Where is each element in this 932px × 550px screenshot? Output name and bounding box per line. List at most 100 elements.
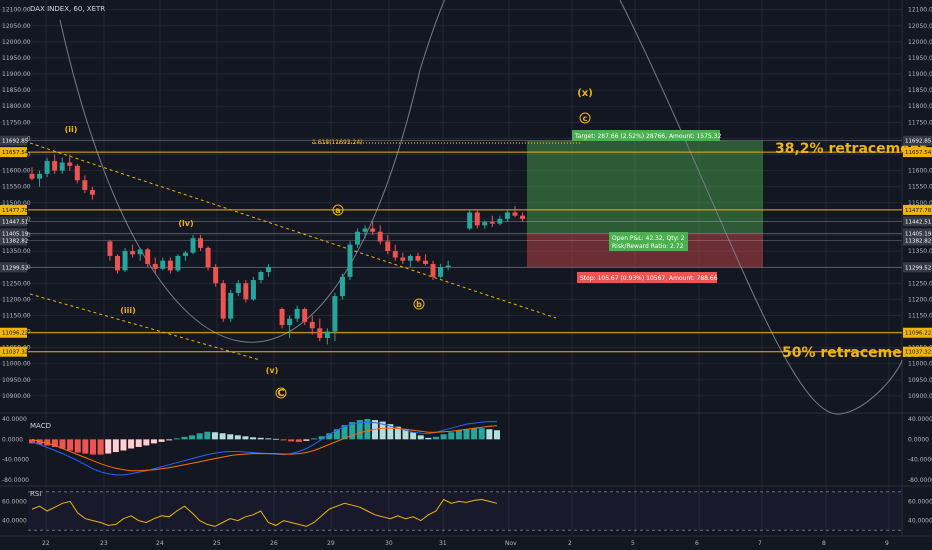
candle-body[interactable] <box>324 331 330 338</box>
candle-body[interactable] <box>392 251 398 258</box>
candle-body[interactable] <box>467 212 473 229</box>
candle-body[interactable] <box>332 296 338 332</box>
macd-histogram-bar <box>486 429 493 440</box>
macd-histogram-bar <box>82 439 89 454</box>
wave-label: a <box>335 206 340 215</box>
macd-histogram-bar <box>120 439 127 451</box>
rsi-tick-left: 60.0000 <box>2 498 27 505</box>
candle-body[interactable] <box>287 318 293 326</box>
time-tick: 5 <box>631 540 635 547</box>
candle-body[interactable] <box>243 283 249 300</box>
right-price-tag: 11405.19 <box>903 228 932 239</box>
candle-body[interactable] <box>415 255 421 261</box>
candle-body[interactable] <box>59 162 65 171</box>
lower-channel-line <box>29 293 261 361</box>
candle-body[interactable] <box>302 309 308 322</box>
candle-body[interactable] <box>198 238 204 248</box>
macd-tick-left: 40.0000 <box>2 416 27 423</box>
candle-body[interactable] <box>167 260 173 271</box>
price-tick: 11950.00 <box>908 55 932 62</box>
candle-body[interactable] <box>52 160 58 171</box>
symbol-label: DAX INDEX, 60, XETR <box>30 5 105 13</box>
svg-text:11037.32: 11037.32 <box>905 350 931 356</box>
candle-body[interactable] <box>423 260 428 264</box>
candle-body[interactable] <box>512 212 518 216</box>
candle-body[interactable] <box>370 228 376 232</box>
candle-body[interactable] <box>258 271 264 281</box>
candle-body[interactable] <box>37 173 43 179</box>
candle-body[interactable] <box>504 212 510 219</box>
candle-body[interactable] <box>82 180 88 190</box>
candle-body[interactable] <box>74 165 80 181</box>
macd-histogram-bar <box>181 436 188 440</box>
left-price-tag: 11405.19 <box>0 228 29 239</box>
candle-body[interactable] <box>145 249 151 264</box>
candle-body[interactable] <box>445 265 451 268</box>
candle-body[interactable] <box>266 267 271 272</box>
candle-body[interactable] <box>213 267 219 284</box>
candle-body[interactable] <box>347 244 353 277</box>
candle-body[interactable] <box>137 249 143 255</box>
candle-body[interactable] <box>309 321 315 329</box>
candle-body[interactable] <box>152 263 158 269</box>
price-tick-left: 11850.00 <box>2 87 31 94</box>
candle-body[interactable] <box>317 328 323 338</box>
candle-body[interactable] <box>44 160 50 174</box>
candle-body[interactable] <box>29 173 35 179</box>
macd-tick: 40.0000 <box>908 416 932 423</box>
candle-body[interactable] <box>250 280 256 300</box>
candle-body[interactable] <box>362 228 368 232</box>
candle-body[interactable] <box>89 189 95 195</box>
price-tick-left: 11900.00 <box>2 71 31 78</box>
candle-body[interactable] <box>385 241 391 252</box>
candle-body[interactable] <box>220 283 226 319</box>
macd-histogram-bar <box>448 432 455 440</box>
candle-body[interactable] <box>228 292 234 319</box>
candle-body[interactable] <box>279 309 285 326</box>
macd-histogram-bar <box>166 439 173 441</box>
candle-body[interactable] <box>400 257 406 261</box>
candle-body[interactable] <box>438 267 444 277</box>
rsi-panel[interactable]: RSI 60.0000 60.0000 40.0000 40.0000 <box>2 490 932 531</box>
left-price-tag: 11447.51 <box>0 216 28 227</box>
candle-body[interactable] <box>294 309 300 319</box>
candle-body[interactable] <box>407 255 413 261</box>
candle-body[interactable] <box>67 162 73 166</box>
macd-panel[interactable]: MACD 40.0000 0.0000 -40.0000 -80.0000 40.000… <box>2 416 932 484</box>
stop-label-box <box>577 272 717 283</box>
candle-body[interactable] <box>130 251 136 255</box>
candle-body[interactable] <box>482 222 488 226</box>
candle-body[interactable] <box>474 212 480 226</box>
rsi-tick: 40.0000 <box>908 518 932 525</box>
candle-body[interactable] <box>175 255 181 271</box>
candle-body[interactable] <box>430 263 436 277</box>
candle-body[interactable] <box>339 276 345 297</box>
candle-body[interactable] <box>190 238 196 253</box>
candle-body[interactable] <box>497 218 503 224</box>
time-axis[interactable]: 22 23 24 25 26 29 30 31 Nov 2 5 6 7 8 9 <box>42 540 889 547</box>
candles[interactable] <box>29 154 526 345</box>
macd-histogram-bar <box>196 433 203 440</box>
candle-body[interactable] <box>205 247 211 268</box>
candle-body[interactable] <box>122 251 128 271</box>
candle-body[interactable] <box>182 252 188 256</box>
candle-body[interactable] <box>489 222 495 224</box>
macd-histogram-bar <box>402 429 409 440</box>
candle-body[interactable] <box>107 241 113 256</box>
macd-histogram-bar <box>112 439 119 453</box>
candle-body[interactable] <box>115 255 120 271</box>
candle-body[interactable] <box>235 283 241 293</box>
price-tick-left: 11950.00 <box>2 55 31 62</box>
retracement-50-label: 50% retracement <box>782 345 919 361</box>
candle-body[interactable] <box>355 231 361 245</box>
macd-histogram-bar <box>204 431 211 440</box>
macd-histogram-bar <box>51 439 58 447</box>
candle-body[interactable] <box>160 260 166 269</box>
open-pl-box <box>609 232 688 251</box>
candle-body[interactable] <box>520 215 526 219</box>
macd-histogram-bar <box>150 439 157 444</box>
candle-body[interactable] <box>377 231 383 242</box>
wave-label: (iv) <box>178 219 193 228</box>
